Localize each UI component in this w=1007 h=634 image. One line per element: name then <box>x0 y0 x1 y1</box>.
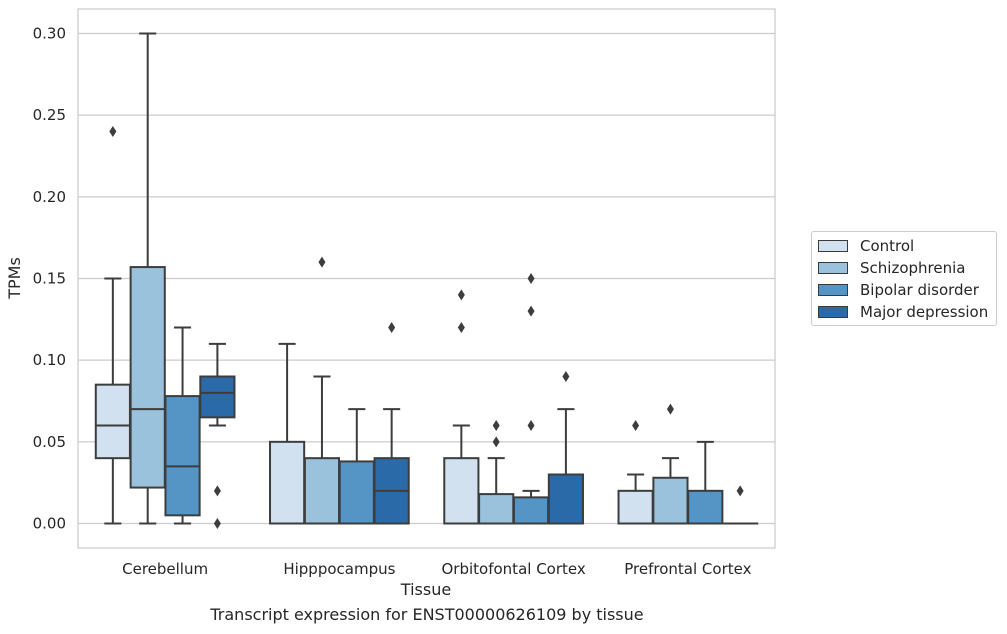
legend-swatch-control <box>818 240 848 252</box>
outlier-marker <box>666 403 674 415</box>
iqr-box <box>199 375 236 419</box>
box-major-depression <box>373 322 410 525</box>
box-control <box>94 126 131 525</box>
chart-caption: Transcript expression for ENST0000062610… <box>210 605 644 624</box>
y-tick-labels: 0.00 0.05 0.10 0.15 0.20 0.25 0.30 <box>33 25 66 533</box>
box-control <box>443 289 480 525</box>
outlier-marker <box>457 322 465 333</box>
outlier-marker <box>457 289 465 301</box>
legend: Control Schizophrenia Bipolar disorder M… <box>811 231 997 326</box>
y-tick-label: 0.10 <box>33 351 66 369</box>
iqr-box <box>303 457 341 525</box>
legend-label-control: Control <box>860 237 915 255</box>
outlier-marker <box>527 305 535 317</box>
box-bipolar-disorder <box>687 440 724 525</box>
box-schizophrenia <box>129 32 166 525</box>
outlier-marker <box>736 485 744 497</box>
legend-item-bipolar-disorder: Bipolar disorder <box>818 280 979 300</box>
box-schizophrenia <box>303 256 341 525</box>
outlier-marker <box>527 273 535 284</box>
box-schizophrenia <box>478 420 515 525</box>
legend-swatch-bipolar-disorder <box>818 284 848 296</box>
iqr-box <box>687 489 724 525</box>
x-tick-label: Orbitofontal Cortex <box>442 560 586 578</box>
iqr-box <box>164 395 201 517</box>
plot-frame <box>77 8 776 549</box>
outlier-marker <box>388 322 396 333</box>
outlier-marker <box>492 436 500 448</box>
box-schizophrenia <box>652 403 689 525</box>
x-tick-label: Prefrontal Cortex <box>624 560 751 578</box>
box-bipolar-disorder <box>512 273 550 525</box>
iqr-box <box>547 473 584 525</box>
outlier-marker <box>527 420 535 431</box>
iqr-box <box>512 496 550 525</box>
x-tick-label: Cerebellum <box>122 560 208 578</box>
legend-label-schizophrenia: Schizophrenia <box>860 259 966 277</box>
box-series <box>94 32 759 529</box>
box-control <box>269 342 306 525</box>
legend-item-control: Control <box>818 236 914 256</box>
outlier-marker <box>318 256 326 268</box>
iqr-box <box>94 383 131 460</box>
box-bipolar-disorder <box>338 408 375 525</box>
y-tick-label: 0.20 <box>33 188 66 206</box>
y-tick-label: 0.05 <box>33 433 66 451</box>
y-axis-label: TPMs <box>5 257 24 300</box>
outlier-marker <box>492 420 500 431</box>
y-tick-label: 0.25 <box>33 106 66 124</box>
y-tick-label: 0.15 <box>33 270 66 288</box>
outlier-marker <box>109 126 117 137</box>
iqr-box <box>269 440 306 525</box>
iqr-box <box>652 476 689 525</box>
legend-label-bipolar-disorder: Bipolar disorder <box>860 281 979 299</box>
legend-swatch-major-depression <box>818 306 848 318</box>
iqr-box <box>129 266 166 489</box>
x-tick-label: Hipppocampus <box>283 560 395 578</box>
legend-item-schizophrenia: Schizophrenia <box>818 258 965 278</box>
iqr-box <box>443 457 480 525</box>
iqr-box <box>338 460 375 525</box>
legend-swatch-schizophrenia <box>818 262 848 274</box>
box-major-depression <box>722 485 759 525</box>
box-control <box>617 420 654 525</box>
box-major-depression <box>547 371 584 525</box>
outlier-marker <box>213 485 221 497</box>
outlier-marker <box>632 420 640 431</box>
legend-item-major-depression: Major depression <box>818 302 988 322</box>
iqr-box <box>617 489 654 525</box>
box-bipolar-disorder <box>164 326 201 525</box>
box-major-depression <box>199 342 236 529</box>
y-tick-label: 0.00 <box>33 515 66 533</box>
y-tick-label: 0.30 <box>33 25 66 43</box>
x-tick-labels: Cerebellum Hipppocampus Orbitofontal Corte… <box>122 560 751 578</box>
iqr-box <box>478 493 515 525</box>
x-axis-label: Tissue <box>400 580 451 599</box>
outlier-marker <box>562 371 570 382</box>
legend-label-major-depression: Major depression <box>860 303 989 321</box>
outlier-marker <box>213 518 221 529</box>
